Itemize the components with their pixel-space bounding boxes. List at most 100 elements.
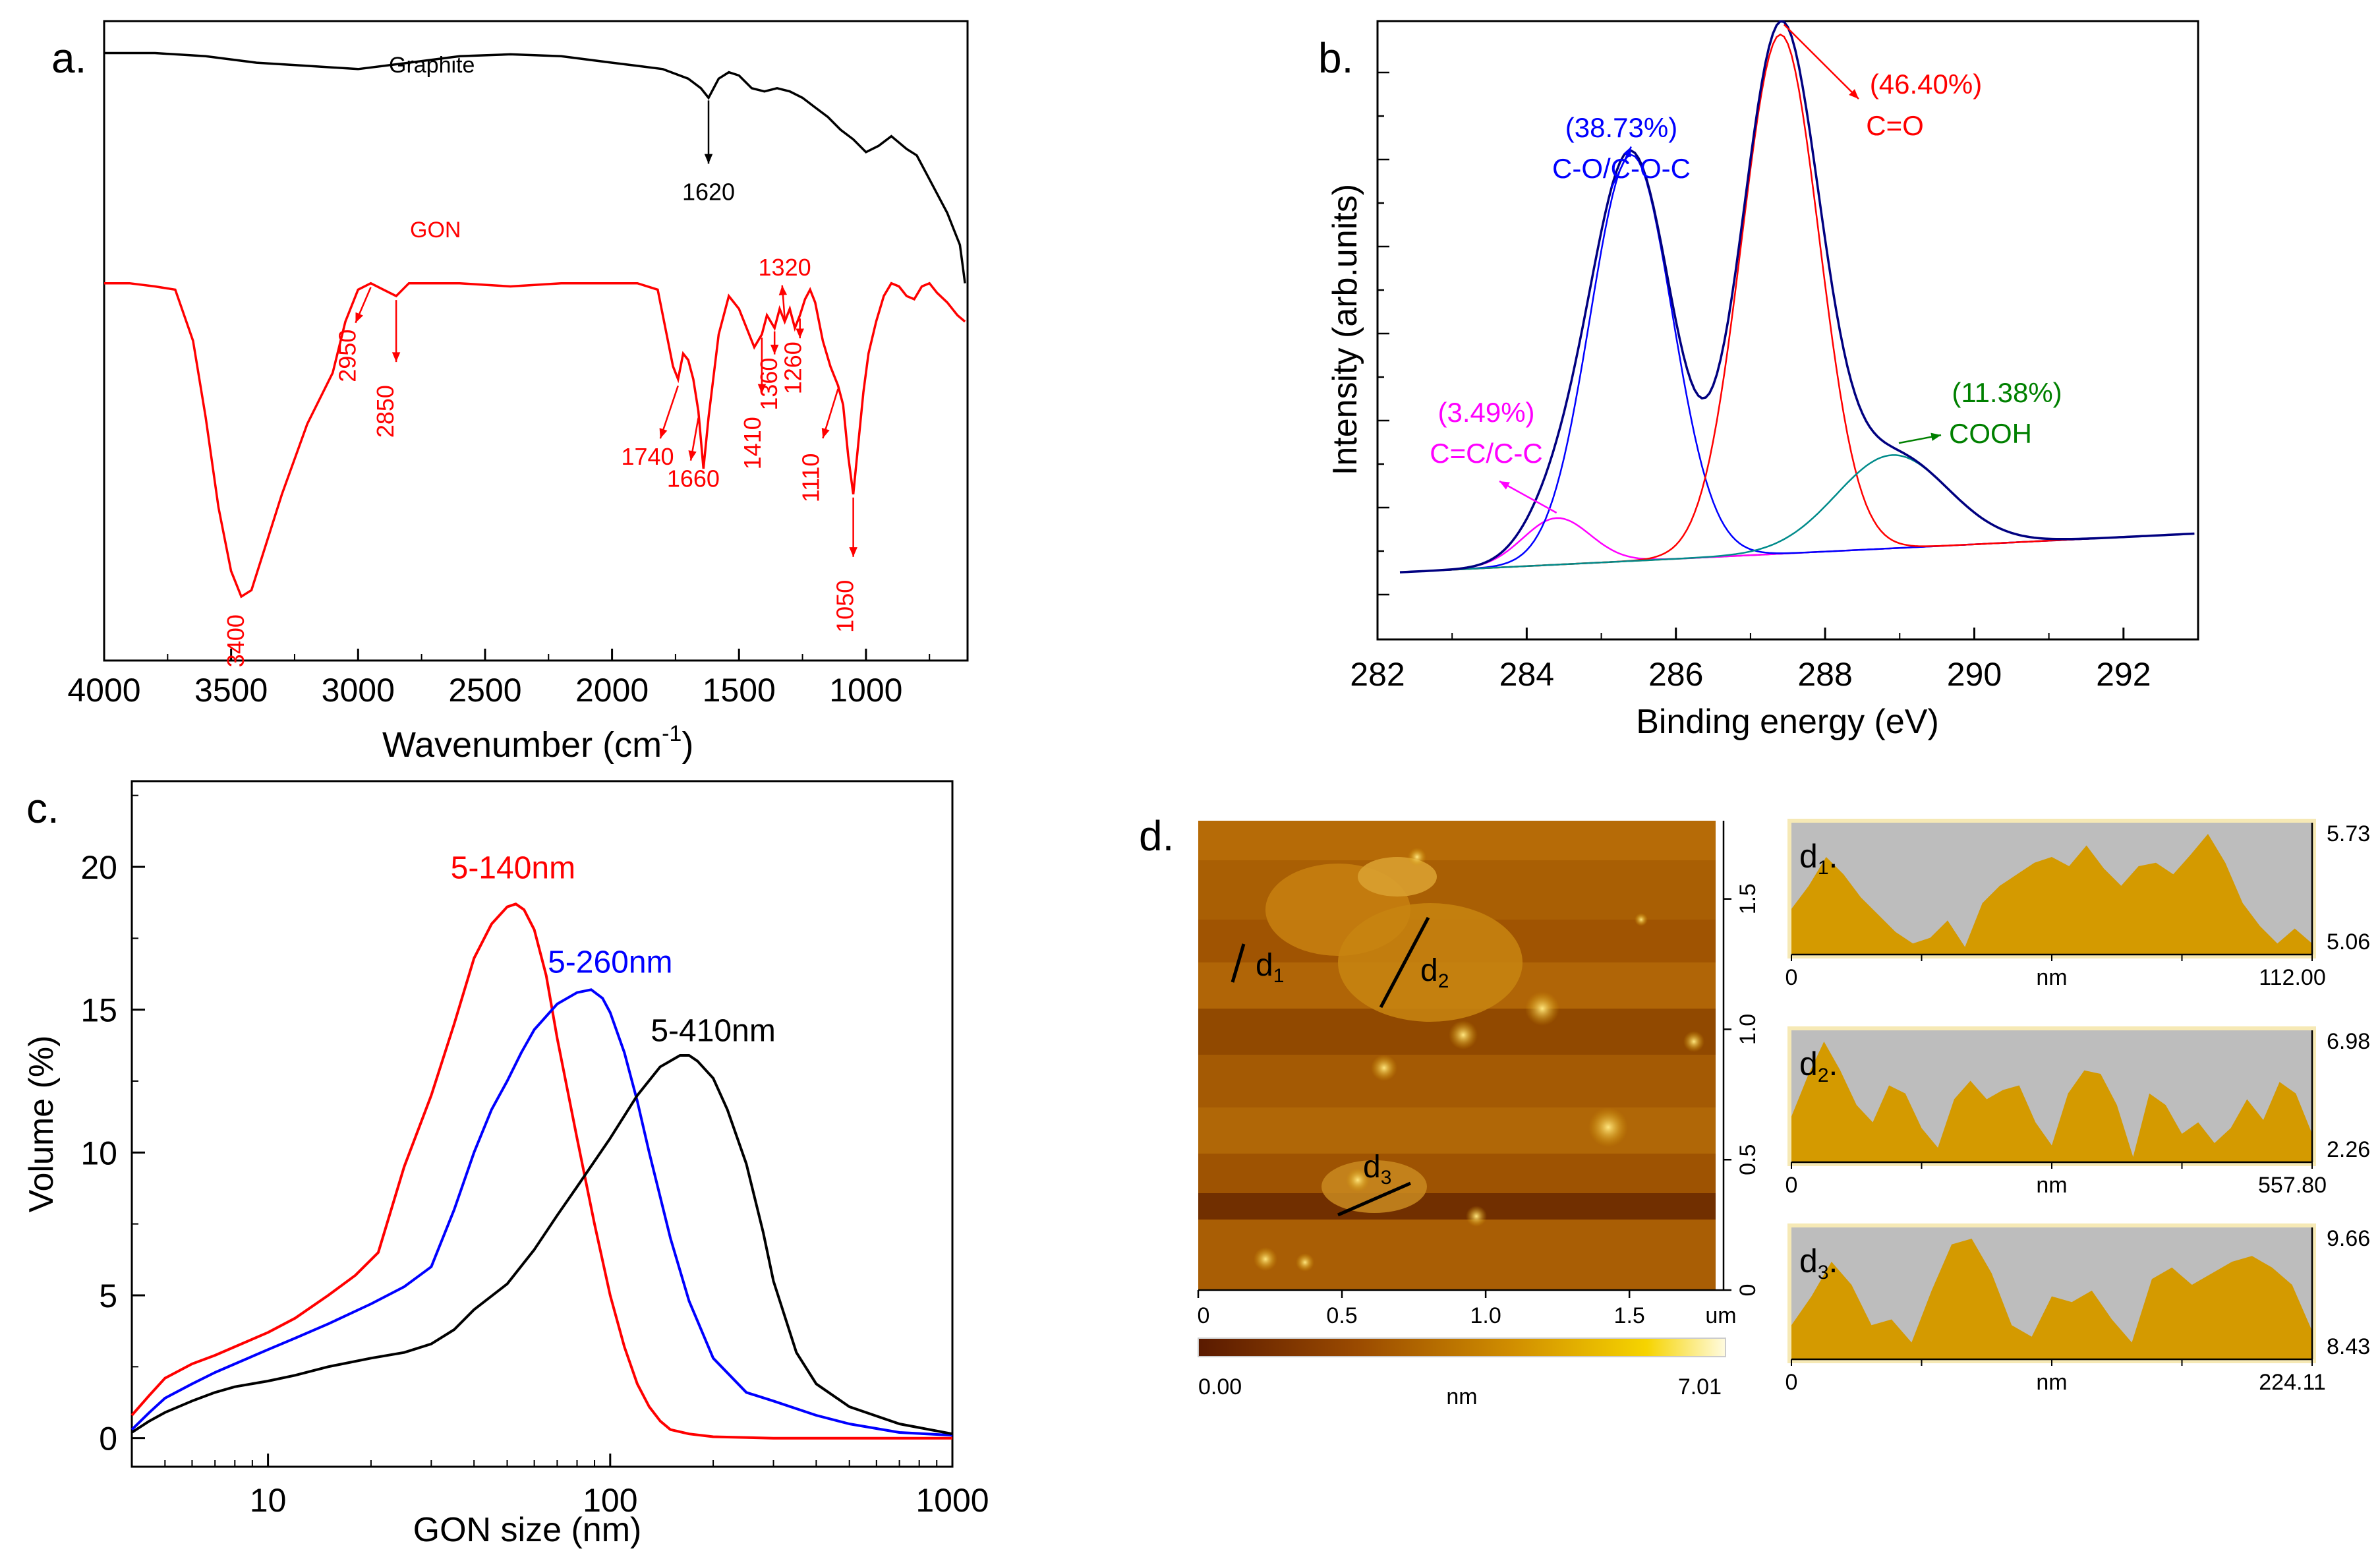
peak-label-1740: 1740 <box>621 443 674 470</box>
peak-arrow-1260-head <box>796 328 804 339</box>
profile-max-label: 6.98 <box>2327 1029 2370 1054</box>
panel-c-size-distribution-chart: c. 10 100 1000 0 5 10 15 20 5-140nm 5-260nm 5-410… <box>22 780 989 1549</box>
component-line <box>1399 517 2195 574</box>
panel-b-annotations: (3.49%)C=C/C-C(38.73%)C-O/C-O-C(46.40%)C… <box>1430 24 2062 514</box>
afm-y-tick-label: 0 <box>1735 1284 1760 1297</box>
peak-label-2950: 2950 <box>334 330 361 382</box>
profile-label-d3: d3 <box>1363 1150 1391 1189</box>
series-line <box>131 988 953 1437</box>
profile-label-d2: d2 <box>1420 953 1449 992</box>
series-line <box>131 902 952 1440</box>
profile-area <box>1791 834 2312 955</box>
scan-band <box>1198 1154 1716 1193</box>
label-arrow-c-o <box>1783 24 1859 100</box>
afm-x-tick-label: 0 <box>1198 1303 1210 1328</box>
panel-b-xps-chart: b. 282 284 286 288 290 292 (3.49%) C=C/C-C (38.… <box>1318 20 2199 741</box>
y-tick-label: 0 <box>99 1421 117 1458</box>
panel-c-series-labels: 5-140nm 5-260nm 5-410nm <box>451 850 776 1048</box>
x-tick-label: 2000 <box>575 672 649 709</box>
y-tick-label: 20 <box>80 849 117 886</box>
scan-band <box>1198 821 1716 860</box>
series-line <box>131 1054 953 1436</box>
x-tick-label: 1500 <box>703 672 776 709</box>
series-line-gon <box>104 281 966 599</box>
x-tick-label: 288 <box>1797 656 1852 693</box>
label-name-cc: C=C/C-C <box>1430 438 1543 469</box>
label-arrow-co-head <box>1623 146 1631 158</box>
peak-arrow-1110-head <box>821 427 830 438</box>
peak-label-1260: 1260 <box>780 341 807 394</box>
x-tick-label: 100 <box>583 1482 637 1519</box>
peak-arrow-1410-head <box>757 384 767 394</box>
profile-line-d3 <box>1337 1181 1411 1217</box>
colorbar-unit: nm <box>1446 1384 1477 1409</box>
x-tick-label: 3500 <box>194 672 268 709</box>
profile-area <box>1791 1042 2312 1162</box>
x-tick-label: 290 <box>1947 656 2002 693</box>
y-tick-label: 5 <box>99 1278 117 1314</box>
panel-b-frame <box>1376 20 2199 641</box>
profile-x-unit-label: nm <box>2036 965 2067 990</box>
profile-min-label: 5.06 <box>2327 929 2370 955</box>
scan-band <box>1198 1220 1716 1290</box>
panel-a-frame <box>103 20 969 662</box>
afm-y-tick-label: 1.0 <box>1735 1014 1760 1045</box>
profile-label-d1: d1 <box>1256 948 1284 987</box>
label-arrow-c-o-head <box>1849 89 1859 99</box>
panel-c-series <box>131 902 953 1440</box>
peak-arrow-2850-head <box>392 352 401 363</box>
afm-x-tick-label: 0.5 <box>1326 1303 1357 1328</box>
peak-arrow-1360-head <box>770 344 779 355</box>
peak-arrow-1620-head <box>704 154 713 164</box>
colorbar-max: 7.01 <box>1678 1374 1722 1399</box>
x-tick-label: 292 <box>2096 656 2151 693</box>
label-arrow-cc-head <box>1499 481 1510 490</box>
peak-label-1660: 1660 <box>667 465 720 492</box>
series-label-5-140nm: 5-140nm <box>451 850 575 885</box>
peak-arrow-1740-head <box>659 428 668 439</box>
profile-min-label: 8.43 <box>2327 1334 2370 1359</box>
afm-y-tick-label: 1.5 <box>1735 883 1760 914</box>
panel-d-label: d. <box>1139 812 1174 860</box>
label-name-c-o: C=O <box>1866 110 1924 141</box>
profile-x-unit-label: nm <box>2036 1370 2067 1395</box>
label-pct-co: (38.73%) <box>1565 112 1677 143</box>
afm-height-image: d1 d2 d3 <box>1198 821 1716 1290</box>
panel-c-y-axis-title: Volume (%) <box>22 1036 61 1213</box>
profile-x-max-label: 224.11 <box>2259 1370 2325 1395</box>
panel-b-series <box>1399 20 2195 574</box>
panel-a-x-axis: 4000 3500 3000 2500 2000 1500 1000 <box>67 649 931 709</box>
afm-x-tick-label: 1.5 <box>1614 1303 1645 1328</box>
label-pct-cc: (3.49%) <box>1437 397 1534 428</box>
peak-label-1110: 1110 <box>798 454 825 503</box>
scan-band <box>1198 1193 1716 1220</box>
x-tick-label: 286 <box>1648 656 1703 693</box>
x-tick-label: 1000 <box>829 672 902 709</box>
series-label-5-260nm: 5-260nm <box>548 945 672 980</box>
height-profile-d1: d1. 5.73 5.06 0 nm 112.00 <box>1785 819 2370 990</box>
profile-label: d3. <box>1799 1243 1838 1283</box>
panel-c-x-axis-title: GON size (nm) <box>413 1511 642 1549</box>
profile-line-d1 <box>1231 943 1246 983</box>
profile-x-min-label: 0 <box>1785 965 1798 990</box>
profile-x-max-label: 557.80 <box>2258 1173 2327 1198</box>
profile-x-max-label: 112.00 <box>2259 965 2325 990</box>
colorbar-min: 0.00 <box>1198 1374 1242 1399</box>
x-tick-label: 284 <box>1499 656 1554 693</box>
panel-b-y-axis-title: Intensity (arb.units) <box>1326 184 1364 475</box>
profile-max-label: 5.73 <box>2327 821 2370 846</box>
panel-a-ftir-chart: a. 4000 3500 3000 2500 2000 1500 1000 1620 2950… <box>51 20 969 765</box>
peak-arrow-1050-head <box>849 547 857 557</box>
series-line-graphite <box>104 51 966 283</box>
scan-band <box>1198 1107 1716 1154</box>
x-tick-label: 1000 <box>915 1482 989 1519</box>
profile-x-min-label: 0 <box>1785 1370 1798 1395</box>
x-tick-label: 4000 <box>67 672 140 709</box>
envelope-line <box>1399 20 2195 574</box>
peak-label-1410: 1410 <box>739 417 766 469</box>
panel-d-afm-figure: d. d1 d2 d3 000.50.51.01.01 <box>1139 812 2370 1409</box>
peak-arrow-1660-head <box>688 450 697 461</box>
series-label-gon: GON <box>410 218 461 243</box>
